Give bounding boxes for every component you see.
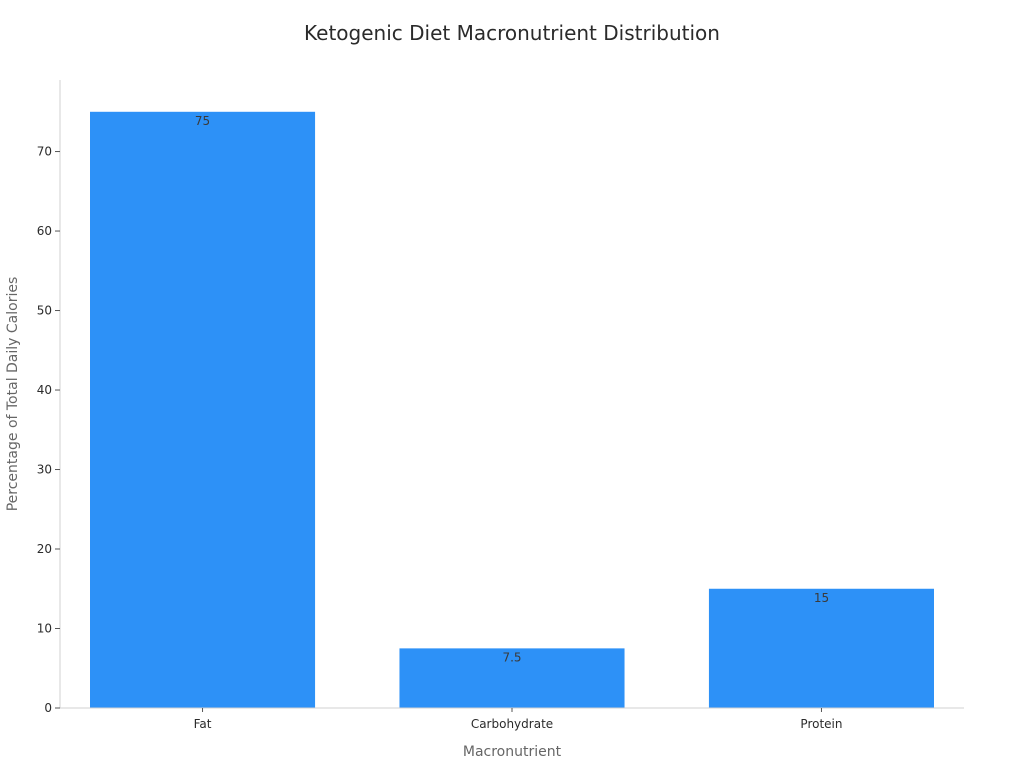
data-label-fat: 75: [195, 114, 210, 128]
x-axis-title: Macronutrient: [463, 744, 562, 760]
y-tick-label: 10: [37, 622, 52, 636]
y-tick-label: 60: [37, 224, 52, 238]
y-axis-title: Percentage of Total Daily Calories: [5, 277, 21, 512]
x-axis-ticks: Fat Carbohydrate Protein: [194, 708, 843, 731]
y-tick-label: 30: [37, 463, 52, 477]
bars-layer: [90, 111, 934, 708]
y-tick-label: 50: [37, 304, 52, 318]
x-tick-label: Carbohydrate: [471, 717, 553, 731]
bar-fat: [90, 111, 316, 708]
chart-title: Ketogenic Diet Macronutrient Distributio…: [304, 21, 720, 45]
y-tick-label: 20: [37, 542, 52, 556]
data-label-carbohydrate: 7.5: [502, 650, 521, 664]
x-tick-label: Fat: [194, 717, 212, 731]
y-axis-ticks: 0 10 20 30 40 50 60 70: [37, 145, 60, 715]
data-labels-layer: 75 7.5 15: [195, 114, 829, 665]
bar-protein: [708, 588, 934, 708]
y-tick-label: 70: [37, 145, 52, 159]
y-tick-label: 0: [44, 701, 52, 715]
x-tick-label: Protein: [800, 717, 842, 731]
y-tick-label: 40: [37, 383, 52, 397]
data-label-protein: 15: [814, 591, 829, 605]
bar-carbohydrate: [399, 648, 625, 708]
